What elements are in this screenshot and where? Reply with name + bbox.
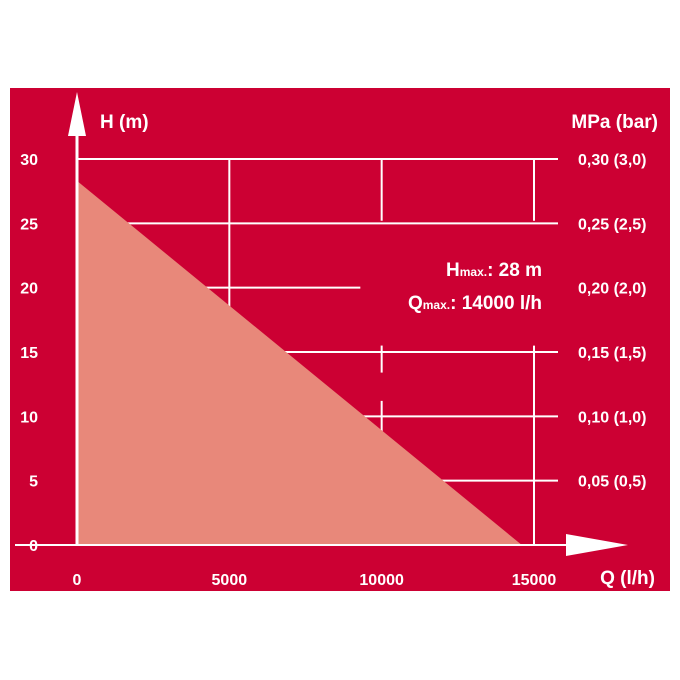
x-tick-label: 0: [73, 572, 82, 589]
y-axis-label: H (m): [100, 112, 149, 133]
hmax-prefix: H: [446, 260, 460, 281]
y-tick-label: 5: [29, 474, 38, 491]
x-axis-arrow: [566, 534, 628, 556]
hmax-sub: max.: [460, 265, 487, 279]
y-tick-label: 30: [20, 152, 38, 169]
y2-tick-label: 0,15 (1,5): [578, 345, 646, 362]
qmax-annotation: Qmax.: 14000 l/h: [408, 293, 542, 314]
y-tick-label: 15: [20, 345, 38, 362]
y2-tick-label: 0,25 (2,5): [578, 216, 646, 233]
x-axis-label: Q (l/h): [600, 568, 655, 589]
chart-panel: 0 5 10 15 20 25 30 0 5000 10000 15000 0,05 (0,5) 0,1…: [10, 88, 670, 591]
qmax-sub: max.: [423, 298, 450, 312]
y2-axis-label: MPa (bar): [571, 112, 658, 133]
y2-tick-label: 0,05 (0,5): [578, 474, 646, 491]
y2-tick-label: 0,20 (2,0): [578, 281, 646, 298]
y-tick-label: 10: [20, 409, 38, 426]
axes: [15, 92, 628, 556]
hmax-value: : 28 m: [487, 260, 542, 281]
x-tick-label: 10000: [359, 572, 404, 589]
y-tick-label: 0: [29, 538, 38, 555]
y-axis-arrow: [68, 92, 86, 136]
pump-performance-chart: 0 5 10 15 20 25 30 0 5000 10000 15000 0,05 (0,5) 0,1…: [10, 88, 670, 591]
y2-tick-label: 0,30 (3,0): [578, 152, 646, 169]
tick-labels: 0 5 10 15 20 25 30 0 5000 10000 15000 0,05 (0,5) 0,1…: [20, 152, 646, 589]
y-tick-label: 25: [20, 216, 38, 233]
x-tick-label: 5000: [212, 572, 248, 589]
x-tick-label: 15000: [512, 572, 557, 589]
y-tick-label: 20: [20, 281, 38, 298]
qmax-prefix: Q: [408, 293, 423, 314]
qmax-value: : 14000 l/h: [450, 293, 542, 314]
performance-area: [77, 180, 522, 545]
y2-tick-label: 0,10 (1,0): [578, 409, 646, 426]
hmax-annotation: Hmax.: 28 m: [446, 260, 542, 281]
